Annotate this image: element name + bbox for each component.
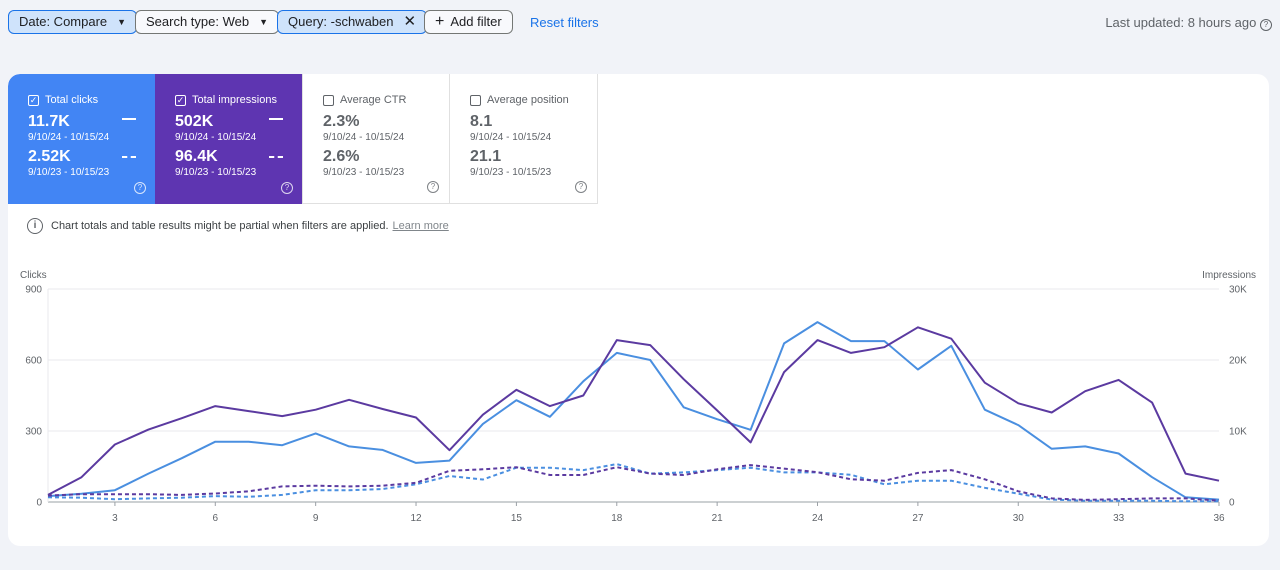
metric-previous-range: 9/10/23 - 10/15/23	[470, 167, 552, 178]
dashed-line-legend	[269, 156, 283, 158]
add-filter-label: Add filter	[450, 14, 502, 29]
help-icon[interactable]: ?	[427, 181, 439, 193]
metric-label: Total clicks	[45, 94, 99, 106]
x-tick-label: 30	[1013, 513, 1025, 524]
y-right-tick-label: 20K	[1229, 356, 1247, 367]
y-left-tick-label: 600	[25, 356, 42, 367]
metric-previous-value: 2.6%	[323, 148, 360, 165]
metric-previous-value: 21.1	[470, 148, 502, 165]
metric-card-clicks[interactable]: ✓ Total clicks 11.7K 9/10/24 - 10/15/24 2…	[8, 74, 156, 204]
metric-previous-range: 9/10/23 - 10/15/23	[28, 167, 110, 178]
last-updated-label: Last updated: 8 hours ago	[1105, 15, 1257, 30]
x-tick-label: 36	[1213, 513, 1225, 524]
help-icon[interactable]: ?	[575, 181, 587, 193]
info-icon: i	[27, 218, 43, 234]
checkbox-checked-icon[interactable]: ✓	[175, 94, 186, 106]
checkbox-unchecked-icon[interactable]	[323, 94, 334, 106]
metric-previous-range: 9/10/23 - 10/15/23	[175, 167, 257, 178]
metric-current-value: 8.1	[470, 113, 493, 130]
solid-line-legend	[122, 118, 136, 120]
performance-chart: Clicks Impressions 0 300 600 900 0 10K 20K 30K 3…	[20, 270, 1256, 524]
metric-label: Total impressions	[192, 94, 277, 106]
metric-current-range: 9/10/24 - 10/15/24	[470, 132, 552, 143]
metric-previous-value: 2.52K	[28, 148, 71, 165]
impressions-solid-line[interactable]	[47, 326, 1220, 496]
y-right-tick-label: 0	[1229, 498, 1235, 509]
notice-text: Chart totals and table results might be …	[51, 220, 389, 232]
metric-previous-value: 96.4K	[175, 148, 218, 165]
metric-previous-range: 9/10/23 - 10/15/23	[323, 167, 405, 178]
y-left-axis-label: Clicks	[20, 270, 47, 281]
date-filter-chip[interactable]: Date: Compare ▼	[8, 10, 138, 34]
x-tick-label: 21	[712, 513, 724, 524]
y-right-axis-label: Impressions	[1202, 270, 1256, 281]
x-tick-label: 15	[511, 513, 523, 524]
filter-bar: Date: Compare ▼ Search type: Web ▼ Query…	[8, 10, 1280, 36]
dropdown-arrow-icon: ▼	[259, 17, 269, 27]
solid-line-legend	[269, 118, 283, 120]
date-filter-label: Date: Compare	[19, 14, 108, 29]
metric-current-range: 9/10/24 - 10/15/24	[175, 132, 257, 143]
clicks-solid-line[interactable]	[47, 321, 1220, 501]
x-tick-label: 27	[912, 513, 924, 524]
clicks-dashed-line[interactable]	[47, 463, 1219, 503]
checkbox-unchecked-icon[interactable]	[470, 94, 481, 106]
x-tick-label: 3	[112, 513, 118, 524]
search-type-chip[interactable]: Search type: Web ▼	[135, 10, 280, 34]
plus-icon: +	[435, 13, 445, 30]
checkbox-checked-icon[interactable]: ✓	[28, 94, 39, 106]
x-tick-label: 24	[812, 513, 824, 524]
help-icon[interactable]: ?	[134, 182, 146, 194]
add-filter-button[interactable]: + Add filter	[424, 10, 513, 34]
y-right-tick-label: 10K	[1229, 427, 1247, 438]
help-icon[interactable]: ?	[281, 182, 293, 194]
reset-filters-link[interactable]: Reset filters	[530, 15, 599, 30]
x-tick-label: 18	[611, 513, 623, 524]
dropdown-arrow-icon: ▼	[117, 17, 127, 27]
y-left-tick-label: 900	[25, 285, 42, 296]
metric-card-impressions[interactable]: ✓ Total impressions 502K 9/10/24 - 10/15/…	[155, 74, 303, 204]
x-tick-label: 12	[410, 513, 422, 524]
metric-card-position[interactable]: Average position 8.1 9/10/24 - 10/15/24 …	[450, 74, 598, 204]
metric-label: Average CTR	[340, 94, 407, 106]
y-left-tick-label: 0	[36, 498, 42, 509]
metric-current-range: 9/10/24 - 10/15/24	[323, 132, 405, 143]
metric-current-value: 502K	[175, 113, 214, 130]
y-left-tick-label: 300	[25, 427, 42, 438]
learn-more-link[interactable]: Learn more	[392, 220, 449, 232]
x-tick-label: 9	[313, 513, 319, 524]
query-filter-chip[interactable]: Query: -schwaben ✕	[277, 10, 428, 34]
impressions-dashed-line[interactable]	[47, 464, 1220, 502]
query-filter-label: Query: -schwaben	[288, 14, 394, 29]
last-updated-text: Last updated: 8 hours ago ?	[1105, 15, 1272, 31]
y-right-tick-label: 30K	[1229, 285, 1247, 296]
x-tick-label: 6	[213, 513, 219, 524]
metric-label: Average position	[487, 94, 569, 106]
metric-current-value: 11.7K	[28, 113, 70, 130]
search-type-label: Search type: Web	[146, 14, 250, 29]
performance-card: ✓ Total clicks 11.7K 9/10/24 - 10/15/24 2…	[8, 74, 1269, 546]
metric-current-range: 9/10/24 - 10/15/24	[28, 132, 110, 143]
close-icon[interactable]: ✕	[403, 13, 417, 30]
metric-card-ctr[interactable]: Average CTR 2.3% 9/10/24 - 10/15/24 2.6%…	[302, 74, 450, 204]
dashed-line-legend	[122, 156, 136, 158]
x-tick-label: 33	[1113, 513, 1125, 524]
metric-current-value: 2.3%	[323, 113, 360, 130]
partial-results-notice: i Chart totals and table results might b…	[27, 218, 449, 234]
help-icon[interactable]: ?	[1260, 19, 1272, 31]
